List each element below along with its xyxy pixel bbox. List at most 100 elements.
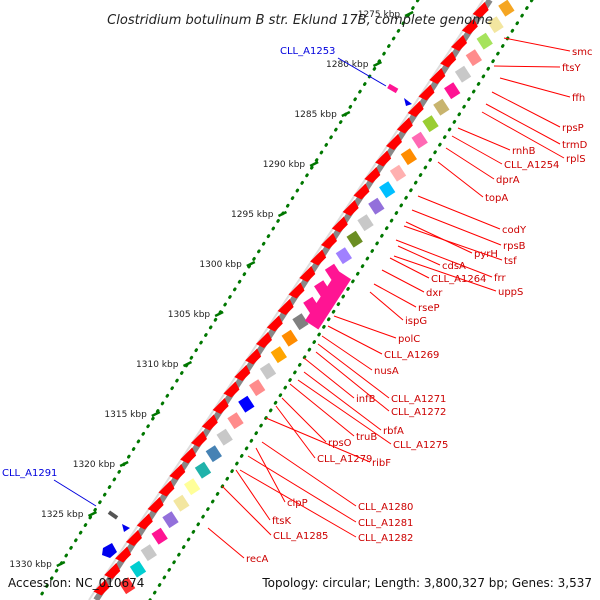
- left-gene-label: CLL_A1253: [280, 46, 335, 57]
- gene-arrow: [472, 2, 489, 18]
- kbp-tick-mark: [151, 410, 161, 418]
- gene-leader-line: [317, 343, 390, 399]
- gene-leader-line: [491, 91, 561, 128]
- gene-leader-line: [297, 379, 392, 445]
- gene-block: [216, 428, 233, 446]
- gene-label: codY: [502, 225, 527, 236]
- genome-title: Clostridium botulinum B str. Eklund 17B,…: [107, 13, 493, 28]
- gene-leader-line: [275, 405, 316, 459]
- gene-arrow: [255, 332, 272, 348]
- kbp-tick-label: 1285 kbp: [294, 110, 337, 120]
- gene-label: trmD: [562, 140, 588, 151]
- gene-arrow: [375, 150, 392, 167]
- gene-block: [140, 544, 157, 562]
- accession-text: Accession: NC_010674: [8, 576, 144, 590]
- gene-block: [422, 115, 439, 133]
- gene-block: [238, 395, 255, 413]
- kbp-tick-label: 1275 kbp: [358, 10, 401, 20]
- gene-arrow: [331, 216, 348, 233]
- gene-leader-line: [445, 147, 495, 180]
- gene-leader-line: [417, 195, 501, 230]
- dotted-guide-inner: [148, 0, 534, 600]
- gene-arrow: [201, 414, 218, 431]
- gene-arrow: [136, 513, 153, 530]
- gene-leader-line: [247, 455, 357, 523]
- gene-marker-pink: [387, 83, 399, 94]
- kbp-tick-mark: [341, 110, 351, 118]
- left-gene-leader-line: [337, 57, 387, 87]
- left-gene-label: CLL_A1291: [2, 468, 57, 479]
- kbp-tick-mark: [182, 360, 193, 368]
- gene-leader-line: [403, 225, 503, 261]
- kbp-tick-label: 1295 kbp: [231, 210, 274, 220]
- gene-marker-gray: [107, 510, 119, 520]
- right-gene-labels: smc ftsY ffh rpsP trmD rplS rnhB CLL_A1254 dprA t…: [207, 37, 592, 565]
- kbp-tick-mark: [56, 560, 66, 568]
- gene-leader-line: [239, 469, 357, 538]
- gene-label: CLL_A1279: [317, 454, 372, 465]
- gene-label: topA: [485, 193, 508, 204]
- gene-arrow: [407, 101, 424, 117]
- gene-label: ftsK: [272, 516, 291, 527]
- kbp-tick-label: 1310 kbp: [136, 360, 179, 370]
- gene-marker-blue: [102, 543, 117, 558]
- gene-label: truB: [356, 432, 377, 443]
- gene-leader-line: [333, 315, 397, 339]
- kbp-tick-mark: [246, 260, 256, 268]
- gene-leader-line: [493, 65, 561, 68]
- kbp-tick-label: 1305 kbp: [168, 310, 211, 320]
- gene-arrow: [461, 18, 478, 35]
- gene-label: CLL_A1272: [391, 407, 446, 418]
- gene-leader-line: [373, 283, 417, 308]
- gene-leader-line: [369, 291, 404, 321]
- gene-arrow: [147, 497, 164, 513]
- gene-arrow: [288, 282, 305, 299]
- gene-label: smc: [572, 47, 592, 58]
- gene-block: [227, 412, 244, 430]
- gene-label: CLL_A1264: [431, 274, 486, 285]
- gene-arrow: [234, 365, 251, 381]
- gene-label: rpsO: [328, 438, 352, 449]
- gene-leader-line: [503, 37, 571, 52]
- genome-summary-text: Topology: circular; Length: 3,800,327 bp…: [261, 576, 592, 590]
- gene-arrow: [320, 233, 337, 249]
- gene-block: [162, 511, 179, 529]
- kbp-tick-label: 1325 kbp: [41, 510, 84, 520]
- gene-label: CLL_A1285: [273, 531, 328, 542]
- kbp-tick-mark: [277, 210, 288, 218]
- gene-leader-line: [235, 469, 271, 521]
- gene-label: CLL_A1281: [358, 518, 413, 529]
- gene-leader-line: [303, 357, 355, 399]
- gene-arrow: [451, 35, 468, 51]
- gene-arrow: [115, 546, 132, 563]
- gene-arrow: [158, 480, 175, 497]
- gene-block: [411, 131, 428, 149]
- gene-label: dxr: [426, 288, 443, 299]
- gene-label: rpsP: [562, 123, 584, 134]
- gene-track: [93, 0, 515, 596]
- gene-block: [270, 346, 287, 364]
- gene-block: [357, 214, 374, 232]
- gene-block: [454, 65, 472, 83]
- gene-leader-line: [281, 397, 327, 443]
- gene-label: CLL_A1282: [358, 533, 413, 544]
- gene-arrow: [223, 381, 240, 398]
- gene-block: [129, 560, 147, 578]
- gene-leader-line: [393, 255, 497, 292]
- gene-leader-line: [397, 245, 441, 266]
- gene-leader-line: [499, 77, 571, 98]
- gene-block: [151, 527, 168, 545]
- gene-arrow: [277, 299, 294, 315]
- gene-leader-line: [457, 127, 511, 151]
- gene-leader-line: [221, 485, 272, 536]
- gene-label: ispG: [405, 316, 427, 327]
- gene-leader-line: [381, 269, 425, 293]
- gene-leader-line: [437, 161, 484, 198]
- kbp-tick-label: 1315 kbp: [104, 410, 147, 420]
- gene-label: CLL_A1275: [393, 440, 448, 451]
- genome-backbone: [88, 0, 493, 600]
- gene-block: [119, 577, 136, 595]
- gene-leader-line: [265, 417, 371, 463]
